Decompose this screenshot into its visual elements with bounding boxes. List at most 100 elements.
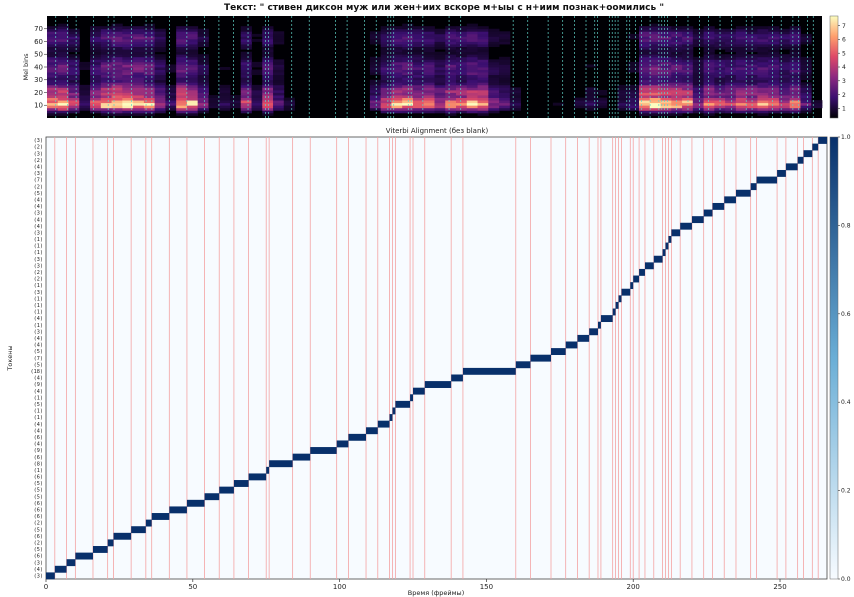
spectrogram-cell — [488, 84, 500, 88]
spectrogram-cell — [251, 61, 263, 65]
alignment-cell — [151, 513, 170, 520]
spectrogram-cell — [47, 79, 59, 83]
spectrogram-cell — [660, 31, 672, 35]
spectrogram-cell — [789, 105, 801, 109]
spectrogram-cell — [251, 38, 263, 42]
spectrogram-cell — [68, 28, 80, 32]
spectrogram-cell — [262, 59, 274, 63]
spectrogram-cell — [186, 28, 199, 32]
spectrogram-cell — [477, 102, 489, 106]
spectrogram-cell — [380, 67, 392, 70]
spectrogram-cell — [778, 56, 791, 60]
spectrogram-cell — [122, 28, 134, 32]
spectrogram-cell — [122, 87, 134, 91]
spectrogram-cell — [90, 36, 102, 40]
spectrogram-cell — [391, 77, 403, 81]
x-tick-label: 100 — [333, 583, 346, 591]
spectrogram-cell — [434, 61, 446, 65]
spectrogram-cell — [111, 33, 123, 37]
spectrogram-cell — [735, 38, 748, 42]
spectrogram-cell — [714, 84, 726, 88]
spectrogram-cell — [111, 72, 123, 76]
spectrogram-cell — [639, 26, 651, 30]
spectrogram-colorbar-label: 2 — [842, 92, 846, 99]
spectrogram-cell — [445, 56, 457, 60]
spectrogram-cell — [165, 97, 177, 101]
spectrogram-cell — [229, 97, 242, 101]
spectrogram-cell — [725, 59, 737, 63]
spectrogram-cell — [617, 92, 629, 96]
spectrogram-cell — [499, 77, 511, 81]
spectrogram-cell — [725, 41, 737, 45]
spectrogram-cell — [692, 74, 704, 78]
spectrogram-cell — [111, 92, 123, 96]
spectrogram-cell — [262, 44, 274, 47]
alignment-cell — [75, 552, 93, 560]
spectrogram-cell — [434, 105, 446, 109]
spectrogram-cell — [639, 100, 651, 104]
spectrogram-cell — [757, 92, 769, 96]
spectrogram-cell — [660, 84, 672, 88]
spectrogram-cell — [47, 77, 59, 81]
spectrogram-cell — [714, 56, 726, 60]
spectrogram-cell — [789, 28, 801, 32]
spectrogram-cell — [746, 49, 758, 53]
spectrogram-cell — [725, 74, 737, 78]
alignment-cell — [633, 275, 640, 283]
spectrogram-cell — [585, 105, 597, 109]
token-label: (4) — [34, 164, 43, 170]
spectrogram-cell — [671, 28, 683, 32]
spectrogram-cell — [100, 82, 112, 86]
spectrogram-cell — [768, 102, 780, 106]
spectrogram-cell — [122, 84, 134, 88]
spectrogram-cell — [477, 97, 489, 101]
spectrogram-cell — [434, 97, 446, 101]
alignment-cell — [131, 526, 146, 534]
spectrogram-cell — [800, 82, 812, 86]
spectrogram-cell — [111, 59, 123, 63]
spectrogram-cell — [488, 31, 500, 35]
spectrogram-cell — [488, 95, 500, 98]
spectrogram-cell — [369, 105, 382, 109]
spectrogram-cell — [682, 97, 694, 101]
spectrogram-cell — [445, 38, 457, 42]
spectrogram-cell — [111, 105, 123, 109]
spectrogram-cell — [176, 95, 188, 98]
spectrogram-cell — [746, 110, 758, 114]
spectrogram-cell — [714, 41, 726, 45]
spectrogram-cell — [197, 67, 209, 70]
spectrogram-cell — [100, 97, 112, 101]
spectrogram-cell — [789, 92, 801, 96]
spectrogram-cell — [423, 31, 435, 35]
spectrogram-cell — [391, 31, 403, 35]
spectrogram-cell — [735, 44, 748, 47]
spectrogram-cell — [456, 74, 468, 78]
spectrogram-cell — [477, 61, 489, 65]
spectrogram-cell — [639, 97, 651, 101]
spectrogram-cell — [434, 41, 446, 45]
spectrogram-cell — [154, 79, 166, 83]
spectrogram-cell — [100, 102, 112, 106]
spectrogram-cell — [639, 95, 651, 98]
spectrogram-cell — [412, 56, 425, 60]
spectrogram-cell — [639, 46, 651, 50]
token-label: (1) — [34, 323, 43, 329]
spectrogram-cell — [746, 28, 758, 32]
spectrogram-cell — [273, 38, 285, 42]
spectrogram-cell — [154, 67, 166, 70]
spectrogram-cell — [197, 41, 209, 45]
spectrogram-cell — [380, 97, 392, 101]
spectrogram-cell — [154, 31, 166, 35]
spectrogram-cell — [682, 89, 694, 93]
spectrogram-cell — [725, 110, 737, 114]
spectrogram-cell — [768, 36, 780, 40]
spectrogram-cell — [757, 28, 769, 32]
spectrogram-cell — [585, 100, 597, 104]
spectrogram-cell — [423, 92, 435, 96]
alignment-cell — [644, 262, 654, 270]
spectrogram-cell — [456, 105, 468, 109]
spectrogram-cell — [660, 28, 672, 32]
spectrogram-cell — [176, 33, 188, 37]
spectrogram-cell — [133, 26, 145, 30]
spectrogram-cell — [369, 64, 382, 68]
